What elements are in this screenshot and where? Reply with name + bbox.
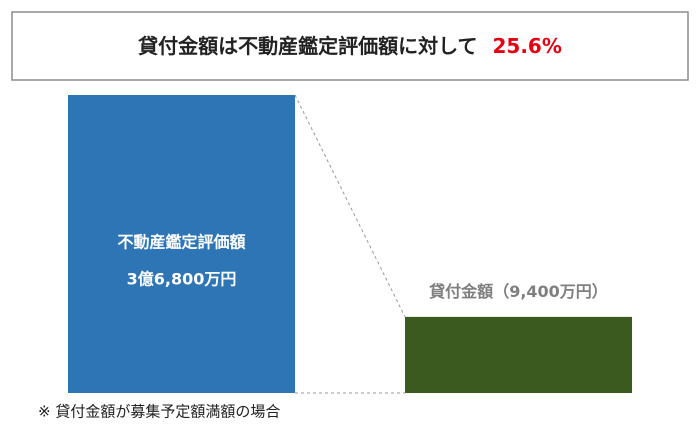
title-box xyxy=(11,11,689,81)
chart-title: 貸付金額は不動産鑑定評価額に対して 25.6% xyxy=(137,34,562,58)
title-highlight: 25.6% xyxy=(492,34,561,58)
value-label: （9,400万円） xyxy=(493,281,608,300)
connector xyxy=(294,94,406,318)
bar-label: 不動産鑑定評価額 xyxy=(117,233,245,252)
bar xyxy=(405,316,632,393)
value-label: 3億6,800万円 xyxy=(127,270,237,289)
footnote: ※ 貸付金額が募集予定額満額の場合 xyxy=(38,403,280,421)
category-label: 貸付金額 xyxy=(428,281,493,300)
bar-label: 貸付金額（9,400万円） xyxy=(428,281,608,300)
bar xyxy=(68,95,295,393)
title-text: 貸付金額は不動産鑑定評価額に対して xyxy=(137,34,477,58)
